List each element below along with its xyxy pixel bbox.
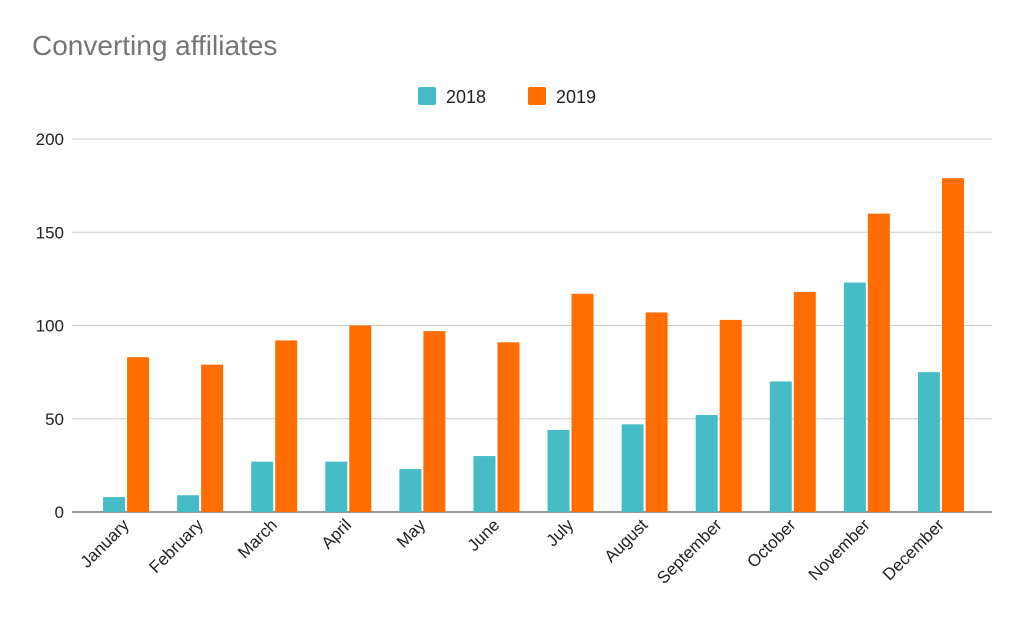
legend-label: 2019 [556,87,596,107]
x-tick-label: September [653,515,725,587]
x-tick-label: November [805,515,874,584]
x-tick-label: June [464,515,504,555]
legend-label: 2018 [446,87,486,107]
gridlines: 0 50 100 150 200 [36,130,992,522]
bar-2018-june [473,456,496,512]
x-tick-label: March [234,515,281,562]
x-tick-label: February [145,515,207,577]
bar-2018-april [325,461,348,512]
bar-2019-july [571,293,594,512]
x-tick-label: January [77,515,134,572]
bar-2018-may [399,469,422,512]
bar-2019-september [719,319,742,512]
bar-2018-september [695,415,718,512]
y-tick-label: 100 [36,317,64,336]
y-tick-label: 50 [45,410,64,429]
bar-2019-june [497,342,520,512]
bars [103,178,964,513]
legend-swatch-2019 [528,87,546,105]
chart-title: Converting affiliates [32,30,277,61]
y-tick-label: 200 [36,130,64,149]
legend-swatch-2018 [418,87,436,105]
y-tick-label: 0 [55,503,64,522]
bar-2018-december [917,372,940,512]
bar-2019-february [201,364,224,512]
x-axis-labels: January February March April May June July Augu… [77,515,948,588]
x-tick-label: July [543,515,578,550]
x-tick-label: December [879,515,948,584]
bar-2018-february [177,495,200,512]
bar-2019-may [423,331,446,512]
bar-2018-november [843,282,866,512]
bar-2019-november [867,213,890,512]
bar-2018-march [251,461,274,512]
bar-2019-march [275,340,298,512]
x-tick-label: August [601,515,652,566]
bar-2019-december [941,178,964,513]
x-tick-label: April [318,515,355,552]
x-tick-label: May [393,515,429,551]
bar-2018-august [621,424,644,512]
bar-2019-april [349,325,372,512]
y-tick-label: 150 [36,223,64,242]
bar-2018-january [103,497,126,512]
bar-2018-july [547,429,570,512]
bar-2019-october [793,291,816,512]
x-tick-label: October [743,515,799,571]
legend: 2018 2019 [418,87,596,107]
bar-2018-october [769,381,792,512]
bar-2019-august [645,312,668,512]
bar-2019-january [127,357,150,512]
